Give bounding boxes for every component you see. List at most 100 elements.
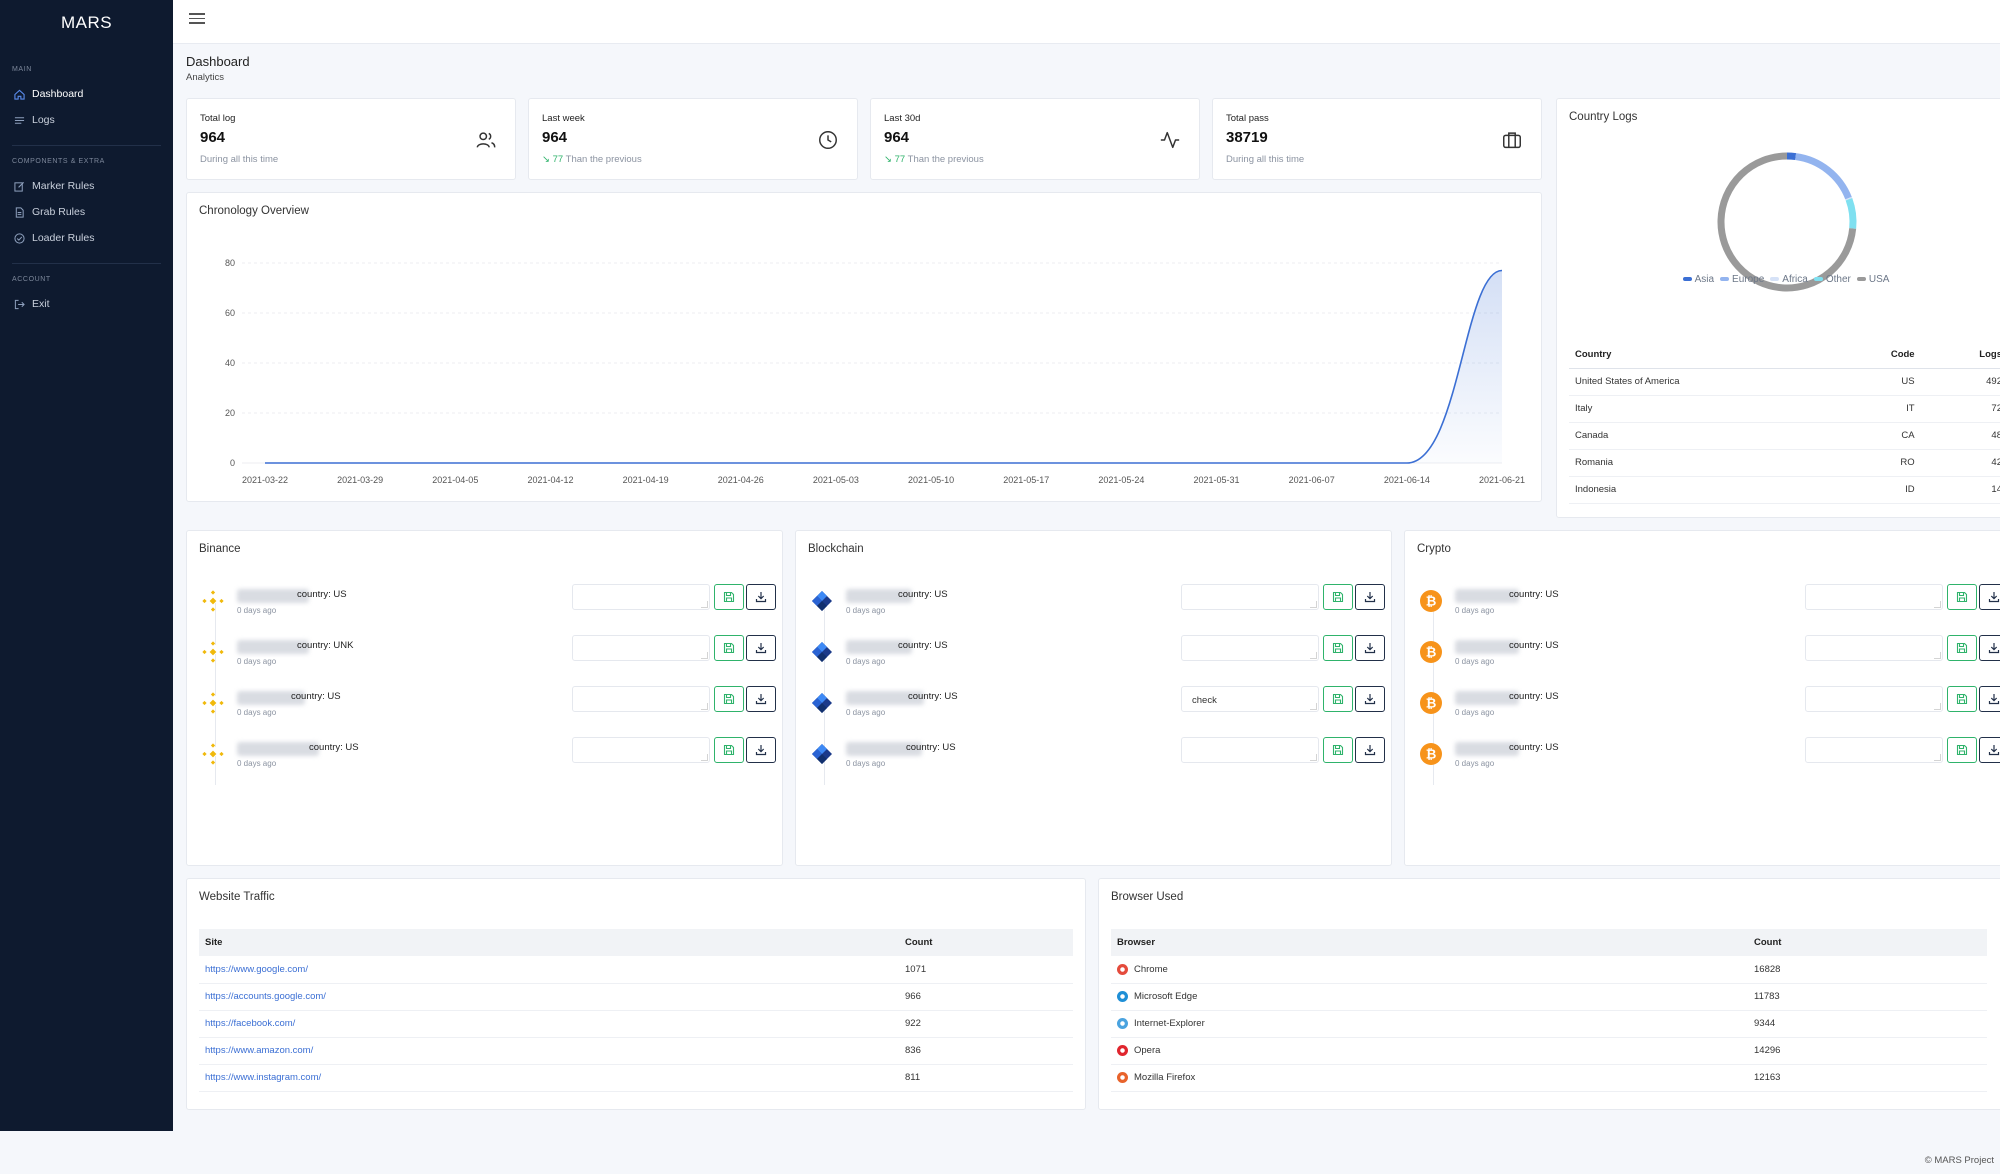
download-button[interactable]	[1979, 584, 2000, 610]
note-input[interactable]	[1805, 584, 1943, 610]
note-input[interactable]: check	[1181, 686, 1319, 712]
save-button[interactable]	[1947, 584, 1977, 610]
menu-toggle-icon[interactable]	[189, 13, 205, 27]
timeline-line	[215, 603, 216, 645]
donut-slice-usa[interactable]	[1717, 152, 1857, 292]
traffic-table: Site Count https://www.google.com/1071 ht…	[199, 929, 1073, 1092]
save-button[interactable]	[1947, 737, 1977, 763]
site-link[interactable]: https://www.instagram.com/	[205, 1072, 322, 1083]
save-button[interactable]	[714, 737, 744, 763]
y-tick-label: 80	[225, 258, 235, 268]
download-button[interactable]	[1355, 584, 1385, 610]
table-cell: 48	[1918, 422, 2000, 450]
stat-label: Total log	[200, 113, 236, 124]
note-input[interactable]	[572, 635, 710, 661]
page-subtitle: Analytics	[186, 72, 225, 83]
note-input[interactable]	[1805, 686, 1943, 712]
download-button[interactable]	[746, 737, 776, 763]
site-link[interactable]: https://www.google.com/	[205, 963, 308, 975]
sidebar-item-grab-rules[interactable]: Grab Rules	[0, 199, 173, 225]
binance-logo-icon	[201, 691, 225, 715]
download-button[interactable]	[1979, 635, 2000, 661]
site-link[interactable]: https://www.amazon.com/	[205, 1045, 314, 1056]
donut-slice-europe[interactable]	[1795, 153, 1852, 200]
table-row: Chrome 16828	[1111, 956, 1987, 984]
note-input[interactable]	[572, 584, 710, 610]
legend-item-asia[interactable]: Asia	[1682, 274, 1714, 285]
download-icon	[1364, 642, 1376, 654]
download-button[interactable]	[746, 686, 776, 712]
legend-item-usa[interactable]: USA	[1856, 274, 1889, 285]
browser-used-card: Browser Used Browser Count Chrome 16828 Mi…	[1098, 878, 2000, 1110]
wallet-list[interactable]: ₿ country: US 0 days ago ₿ country: US 0 days…	[1405, 575, 2000, 785]
note-input[interactable]	[1181, 635, 1319, 661]
wallet-title: Blockchain	[808, 543, 864, 555]
sidebar-item-logs[interactable]: Logs	[0, 107, 173, 133]
note-input[interactable]	[1805, 737, 1943, 763]
sidebar-item-marker-rules[interactable]: Marker Rules	[0, 173, 173, 199]
wallet-card-crypto: Crypto ₿ country: US 0 days ago ₿ country: U…	[1404, 530, 2000, 866]
download-button[interactable]	[1979, 686, 2000, 712]
download-button[interactable]	[1979, 737, 2000, 763]
download-button[interactable]	[746, 584, 776, 610]
table-cell: Romania	[1569, 449, 1832, 477]
country-label: country: US	[309, 742, 359, 753]
note-input[interactable]	[1181, 737, 1319, 763]
redacted-address	[1455, 589, 1519, 603]
save-button[interactable]	[1323, 635, 1353, 661]
stat-card-last-30d: Last 30d 964 ↘ 77 Than the previous	[870, 98, 1200, 180]
browser-title: Browser Used	[1111, 891, 1184, 903]
sidebar-item-exit[interactable]: Exit	[0, 291, 173, 317]
save-button[interactable]	[714, 686, 744, 712]
site-link[interactable]: https://accounts.google.com/	[205, 991, 326, 1002]
brand-logo[interactable]: MARS	[60, 13, 113, 32]
table-row: https://www.amazon.com/836	[199, 1037, 1073, 1065]
donut-slice-asia[interactable]	[1786, 152, 1797, 161]
wallet-list[interactable]: country: US 0 days ago country: US 0 days a…	[796, 575, 1391, 785]
sidebar-item-loader-rules[interactable]: Loader Rules	[0, 225, 173, 251]
browser-name: Chrome	[1134, 963, 1168, 975]
series-area	[265, 270, 1502, 463]
note-input[interactable]	[1181, 584, 1319, 610]
wallet-list[interactable]: country: US 0 days ago country: UNK 0 days …	[187, 575, 782, 785]
note-input[interactable]	[572, 686, 710, 712]
table-cell: 42	[1918, 449, 2000, 477]
download-button[interactable]	[1355, 635, 1385, 661]
legend-swatch	[1813, 277, 1823, 281]
blockchain-logo-icon	[810, 742, 834, 766]
save-button[interactable]	[1323, 584, 1353, 610]
save-button[interactable]	[714, 635, 744, 661]
list-item: country: US 0 days ago	[796, 728, 1391, 785]
sidebar-item-dashboard[interactable]: Dashboard	[0, 81, 173, 107]
donut-slice-other[interactable]	[1845, 198, 1857, 229]
legend-item-africa[interactable]: Africa	[1770, 274, 1808, 285]
download-icon	[755, 744, 767, 756]
redacted-address	[237, 742, 319, 756]
save-button[interactable]	[1323, 737, 1353, 763]
sidebar-item-label: Logs	[32, 114, 55, 126]
timeline-line	[1433, 603, 1434, 645]
table-row: Mozilla Firefox 12163	[1111, 1064, 1987, 1092]
country-label: country: US	[1509, 691, 1559, 702]
save-button[interactable]	[714, 584, 744, 610]
country-label: country: US	[1509, 640, 1559, 651]
table-row: Microsoft Edge 11783	[1111, 983, 1987, 1011]
save-button[interactable]	[1947, 635, 1977, 661]
download-button[interactable]	[1355, 737, 1385, 763]
y-tick-label: 60	[225, 308, 235, 318]
save-button[interactable]	[1323, 686, 1353, 712]
site-link[interactable]: https://facebook.com/	[205, 1018, 296, 1029]
stat-value: 964	[542, 129, 568, 146]
browser-table: Browser Count Chrome 16828 Microsoft Edge 1…	[1111, 929, 1987, 1092]
download-button[interactable]	[746, 635, 776, 661]
series-line	[265, 269, 1503, 464]
save-button[interactable]	[1947, 686, 1977, 712]
table-row: Italy IT 72	[1569, 395, 2000, 423]
legend-item-europe[interactable]: Europe	[1720, 274, 1764, 285]
table-cell: 492	[1918, 368, 2000, 396]
legend-item-other[interactable]: Other	[1813, 274, 1851, 285]
download-button[interactable]	[1355, 686, 1385, 712]
note-input[interactable]	[572, 737, 710, 763]
x-tick-label: 2021-05-24	[1098, 475, 1144, 485]
note-input[interactable]	[1805, 635, 1943, 661]
